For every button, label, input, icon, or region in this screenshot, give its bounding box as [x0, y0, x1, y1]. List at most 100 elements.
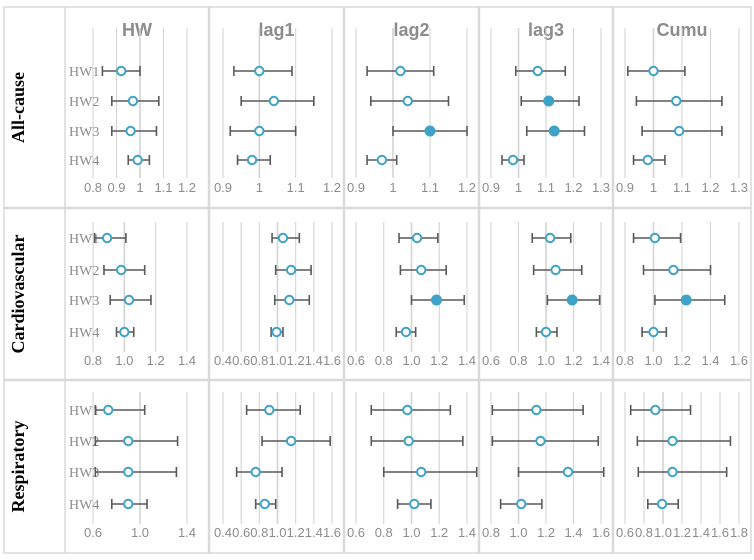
x-tick-label: 1.4: [178, 525, 196, 540]
x-tick-label: 0.9: [482, 180, 500, 195]
x-tick-label: 0.9: [616, 180, 634, 195]
point-estimate-hw2: [116, 264, 127, 276]
hw-label-hw2: HW2: [69, 95, 99, 110]
x-tick-label: 1.2: [178, 180, 196, 195]
x-tick-label: 0.8: [635, 525, 653, 540]
point-estimate-hw1: [103, 404, 114, 416]
x-tick-label: 1.4: [592, 353, 610, 368]
point-estimate-hw2: [285, 264, 297, 276]
point-estimate-hw4: [259, 498, 270, 510]
point-estimate-hw1: [101, 232, 113, 244]
x-tick-label: 1: [650, 180, 657, 195]
hw-label-hw3: HW3: [69, 294, 99, 309]
x-tick-label: 1.8: [730, 525, 748, 540]
x-tick-label: 1: [136, 180, 143, 195]
x-tick-label: 1.2: [430, 525, 448, 540]
x-tick-label: 0.8: [84, 353, 102, 368]
panel-all-cause-lag2: 0.9 1 1.1 1.2: [347, 28, 476, 195]
row-title-all-cause: All-cause: [8, 72, 28, 143]
panel-cardiovascular-lag3: 0.6 0.8 1.0 1.2 1.4: [482, 222, 610, 368]
x-tick-label: 0.6: [232, 525, 250, 540]
x-tick-label: 1.4: [564, 525, 582, 540]
x-tick-label: 1.1: [154, 180, 172, 195]
point-estimate-hw4: [132, 154, 143, 166]
x-tick-label: 0.9: [347, 180, 365, 195]
x-tick-label: 0.8: [509, 353, 527, 368]
point-estimate-hw1: [395, 65, 406, 77]
point-estimate-hw2: [550, 264, 561, 276]
point-estimate-hw1: [544, 232, 556, 244]
x-tick-label: 1.2: [673, 525, 691, 540]
panel-respiratory-lag3: 0.8 1.0 1.2 1.4 1.6: [482, 392, 610, 540]
panel-all-cause-lag3: 0.9 1 1.1 1.2 1.3: [482, 28, 610, 195]
x-tick-label: 1.0: [537, 353, 555, 368]
point-estimate-hw2: [402, 95, 413, 107]
hw-label-hw1: HW1: [69, 65, 99, 80]
x-tick-label: 1.6: [730, 353, 748, 368]
x-tick-label: 1.0: [509, 525, 527, 540]
x-tick-label: 0.8: [250, 525, 268, 540]
hw-label-hw4: HW4: [69, 154, 99, 169]
x-tick-label: 1: [515, 180, 522, 195]
x-tick-label: 1.3: [592, 180, 610, 195]
point-estimate-hw3: [566, 294, 578, 306]
point-estimate-hw1: [277, 232, 289, 244]
point-estimate-hw3: [123, 466, 134, 478]
point-estimate-hw3: [673, 125, 685, 137]
column-title-hw: HW: [122, 20, 152, 40]
point-estimate-hw4: [656, 498, 668, 510]
x-tick-label: 1.4: [692, 525, 710, 540]
panel-all-cause-hw: 0.8 0.9 1 1.1 1.2 HW1 HW2 HW3 HW4: [69, 28, 196, 195]
point-estimate-hw4: [123, 498, 134, 510]
panel-respiratory-hw: 0.6 1.0 1.4 HW1 HW2 HW3 HW4: [69, 392, 196, 540]
x-tick-label: 1.1: [673, 180, 691, 195]
point-estimate-hw1: [650, 404, 661, 416]
x-tick-label: 0.8: [250, 353, 268, 368]
point-estimate-hw1: [402, 404, 413, 416]
point-estimate-hw2: [127, 95, 139, 107]
x-tick-label: 1.4: [458, 353, 476, 368]
point-estimate-hw1: [254, 65, 265, 77]
x-tick-label: 1.1: [421, 180, 439, 195]
x-tick-label: 0.6: [347, 353, 365, 368]
x-tick-label: 1.2: [701, 180, 719, 195]
x-tick-label: 1.2: [564, 353, 582, 368]
panel-cardiovascular-cumu: 0.8 1.0 1.2 1.4 1.6: [616, 222, 748, 368]
point-estimate-hw2: [668, 264, 679, 276]
x-tick-label: 1.1: [287, 180, 305, 195]
x-tick-label: 1.0: [268, 525, 286, 540]
hw-label-hw3: HW3: [69, 466, 99, 481]
x-tick-label: 1: [256, 180, 263, 195]
point-estimate-hw3: [284, 294, 295, 306]
point-estimate-hw3: [123, 294, 135, 306]
point-estimate-hw3: [125, 125, 136, 137]
x-tick-label: 0.6: [482, 353, 500, 368]
x-tick-label: 1.6: [323, 525, 341, 540]
panel-respiratory-lag2: 0.6 0.8 1.0 1.2 1.4: [347, 392, 478, 540]
x-tick-label: 1.2: [287, 353, 305, 368]
row-title-cardiovascular: Cardiovascular: [8, 234, 28, 353]
hw-label-hw2: HW2: [69, 435, 99, 450]
point-estimate-hw3: [416, 466, 427, 478]
panel-cardiovascular-lag1: 0.4 0.6 0.8 1.0 1.2 1.4 1.6: [214, 222, 341, 368]
point-estimate-hw4: [271, 326, 282, 338]
x-tick-label: 1.6: [711, 525, 729, 540]
panel-all-cause-cumu: 0.9 1 1.1 1.2 1.3: [616, 28, 748, 195]
panel-cardiovascular-hw: 0.8 1.0 1.2 1.4 HW1 HW2 HW3 HW4: [69, 222, 196, 368]
point-estimate-hw3: [680, 294, 692, 306]
point-estimate-hw4: [648, 326, 659, 338]
point-estimate-hw1: [531, 404, 542, 416]
x-tick-label: 1.0: [115, 353, 133, 368]
point-estimate-hw1: [648, 65, 659, 77]
x-tick-label: 0.9: [107, 180, 125, 195]
x-tick-label: 1.2: [430, 353, 448, 368]
x-tick-label: 1.6: [592, 525, 610, 540]
point-estimate-hw2: [535, 435, 546, 447]
x-tick-label: 0.6: [84, 525, 102, 540]
x-tick-label: 1.2: [458, 180, 476, 195]
x-tick-label: 0.6: [347, 525, 365, 540]
point-estimate-hw3: [254, 125, 265, 137]
point-estimate-hw2: [671, 95, 682, 107]
point-estimate-hw1: [264, 404, 275, 416]
